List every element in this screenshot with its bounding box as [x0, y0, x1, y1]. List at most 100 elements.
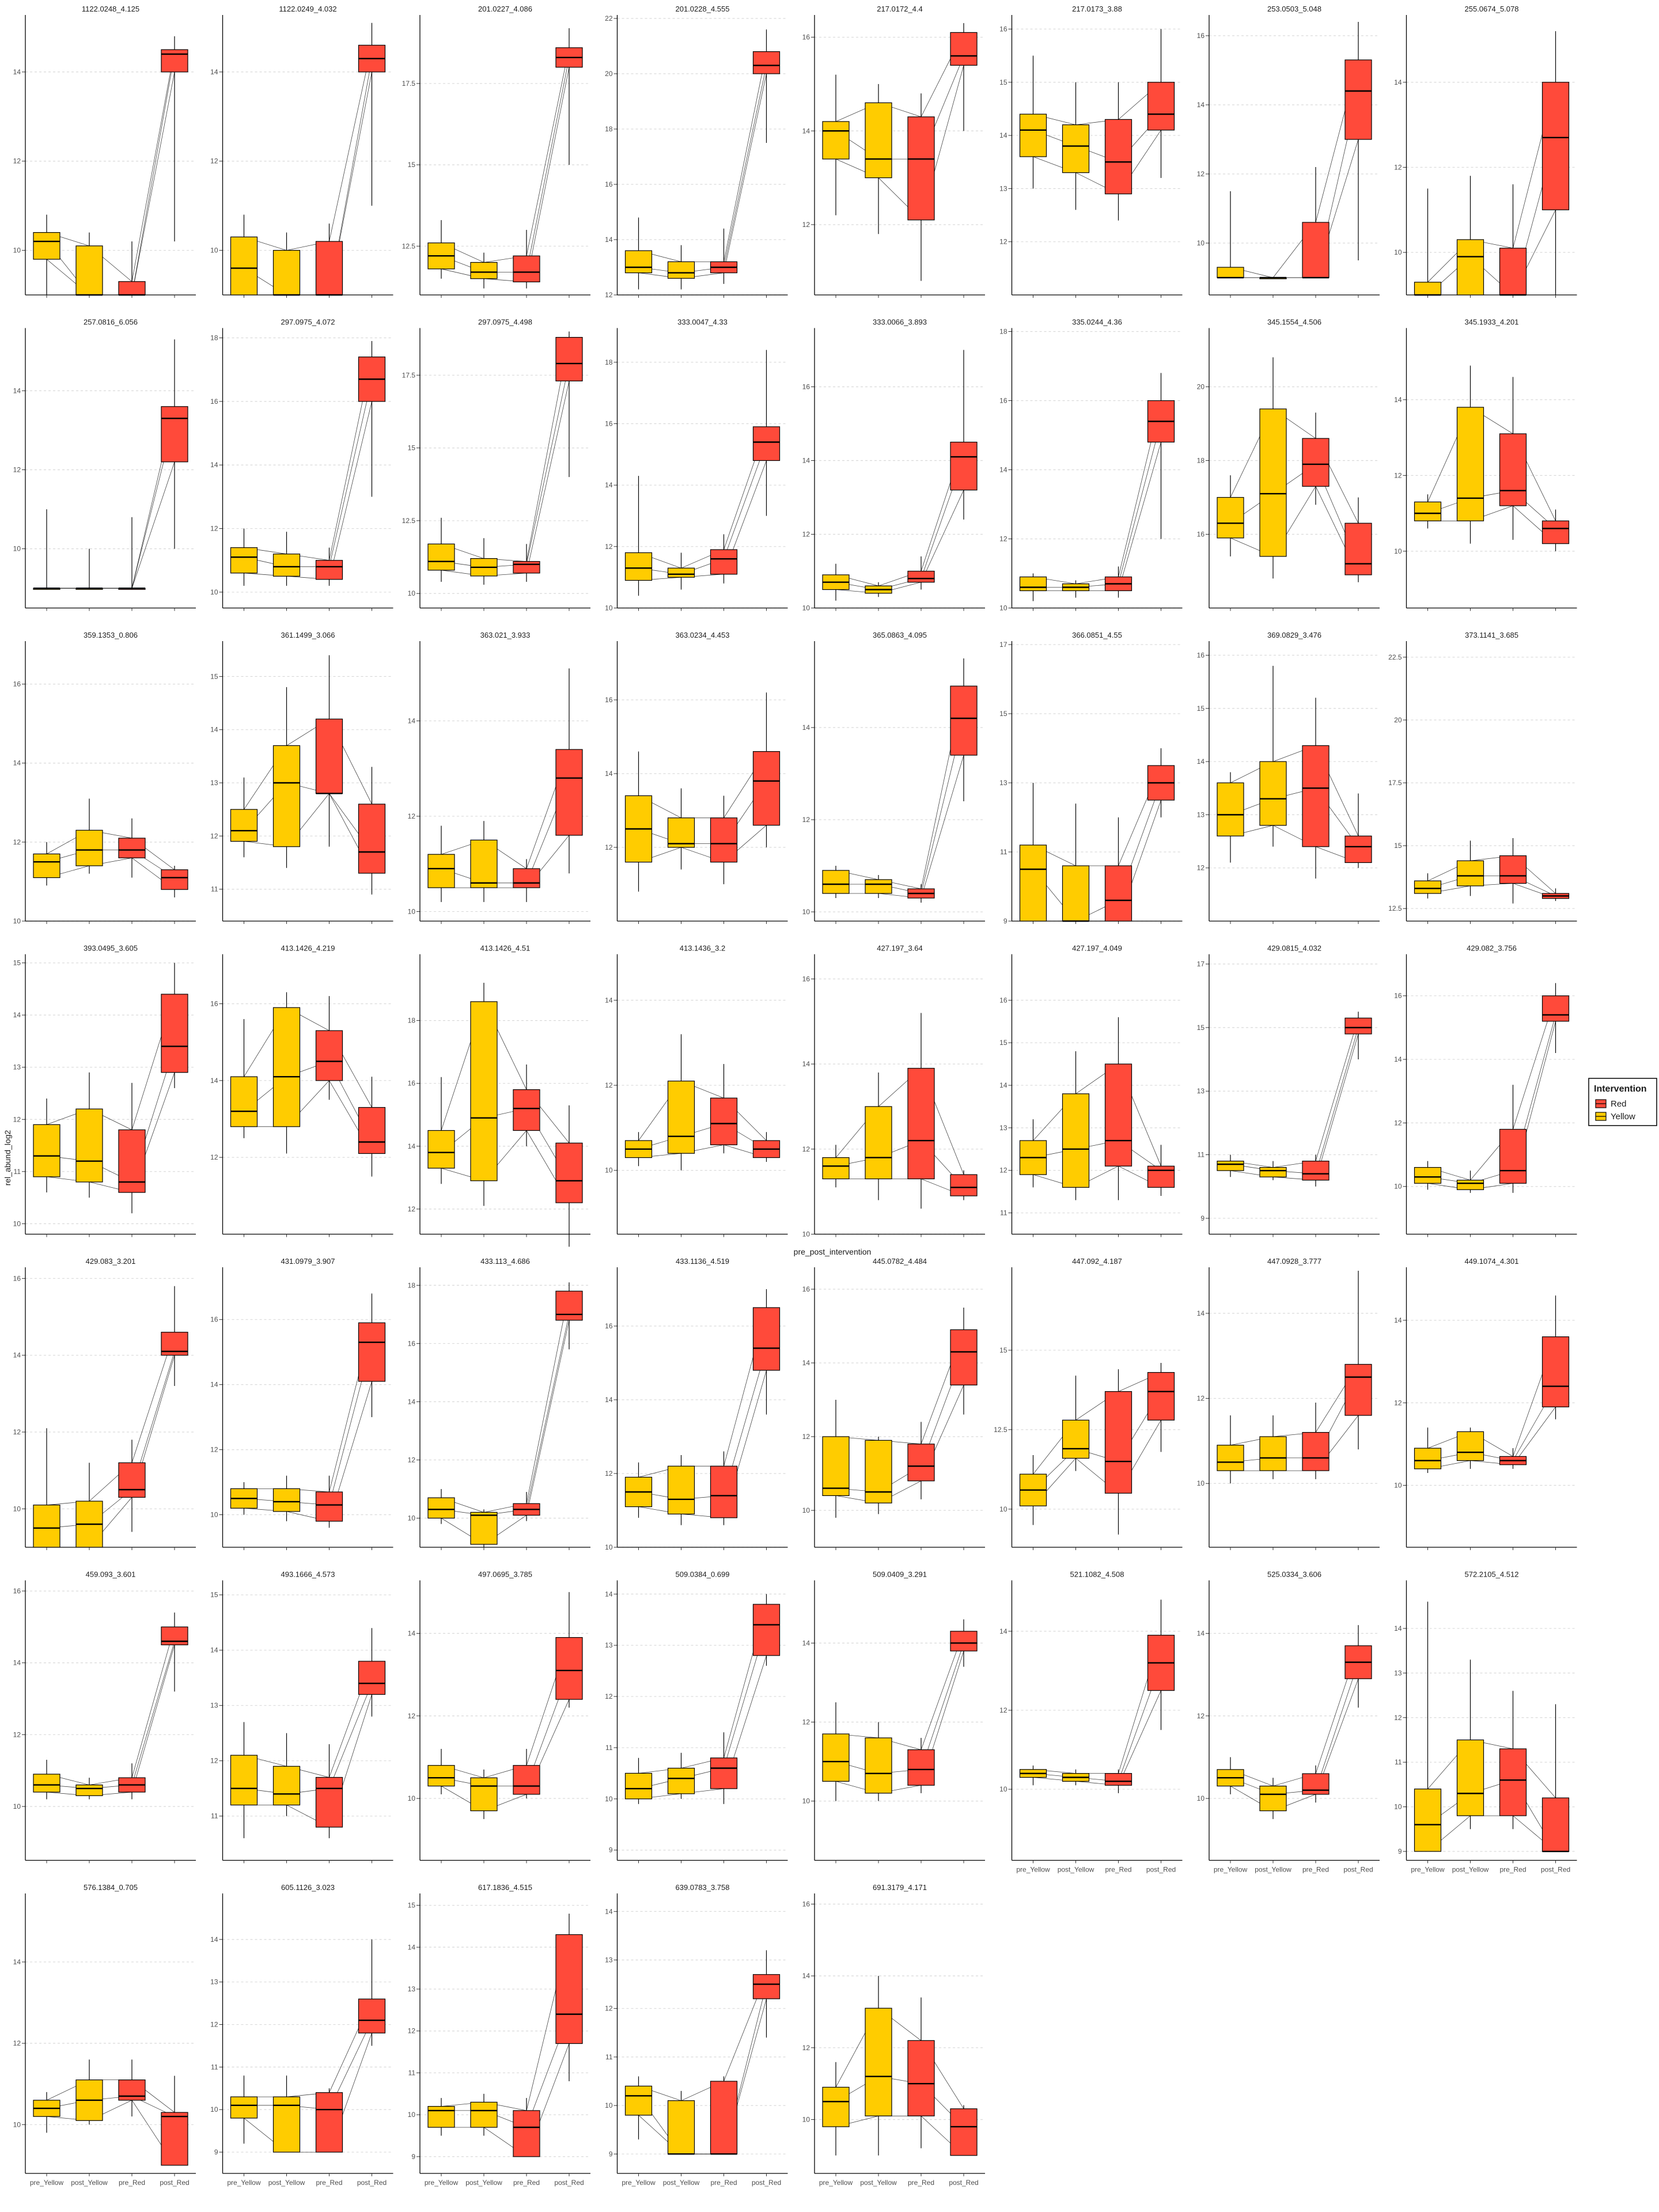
box-post_Red	[1147, 82, 1175, 131]
y-tick-label: 12	[1197, 1712, 1205, 1720]
box-pre_Yellow	[427, 1130, 455, 1169]
box-pre_Yellow	[1019, 576, 1047, 592]
x-tick-label: pre_Yellow	[1411, 1866, 1445, 1874]
box-pre_Red	[710, 2081, 738, 2154]
box-pre_Yellow	[822, 870, 850, 894]
y-tick-label: 14	[408, 1629, 416, 1637]
box-post_Yellow	[75, 1784, 103, 1796]
y-tick-label: 10	[802, 1506, 810, 1514]
x-tick-label: pre_Yellow	[227, 2179, 261, 2187]
box-pre_Red	[118, 838, 146, 858]
subject-line	[441, 1934, 570, 2111]
subject-line	[441, 1291, 570, 1513]
box-post_Yellow	[865, 1440, 892, 1503]
subject-line	[1033, 130, 1161, 195]
box-post_Yellow	[1062, 865, 1090, 922]
box-pre_Yellow	[33, 232, 60, 260]
facet-title: 509.0384_0.699	[676, 1570, 730, 1579]
subject-line	[441, 778, 570, 884]
box-post_Red	[1541, 1336, 1570, 1408]
box-pre_Red	[1104, 1773, 1132, 1786]
box-pre_Red	[1104, 119, 1132, 195]
y-tick-label: 12	[408, 2027, 416, 2035]
y-tick-label: 14	[210, 1381, 218, 1389]
subject-line	[46, 2096, 175, 2117]
subject-line	[244, 1080, 372, 1154]
y-tick-label: 10	[605, 604, 613, 612]
y-tick-label: 10	[802, 1797, 810, 1805]
y-tick-label: 14	[605, 1396, 613, 1404]
box-pre_Yellow	[1217, 267, 1244, 278]
y-tick-label: 12	[210, 157, 218, 165]
subject-line	[835, 2076, 964, 2127]
subject-line	[835, 2115, 964, 2156]
facet-panel: 345.1554_4.506 16 18 20	[1197, 318, 1380, 611]
subject-line	[46, 1641, 175, 1789]
y-tick-label: 10	[1394, 547, 1402, 555]
y-tick-label: 10	[605, 1166, 613, 1175]
y-tick-label: 11	[605, 1744, 613, 1752]
facet-panel: 373.1141_3.685 12.5 15 17.5 20 22.5	[1388, 631, 1577, 924]
y-tick-label: 14	[13, 1351, 21, 1359]
y-tick-label: 17.5	[402, 371, 416, 379]
facet-title: 509.0409_3.291	[873, 1570, 927, 1579]
y-tick-label: 18	[210, 334, 218, 342]
box-post_Yellow	[470, 1512, 498, 1545]
x-tick-label: pre_Yellow	[1214, 1866, 1248, 1874]
facet-panel: 429.082_3.756 10 12 14 16	[1394, 944, 1577, 1237]
facet-panel: 525.0334_3.606 10 12 14 pre_Yellow post_Yello…	[1197, 1570, 1380, 1874]
facet-title: 429.083_3.201	[86, 1257, 136, 1266]
subject-line	[835, 55, 964, 160]
y-tick-label: 10	[408, 1794, 416, 1802]
subject-line	[638, 460, 767, 581]
facet-panel: 447.0928_3.777 10 12 14	[1197, 1257, 1380, 1550]
y-tick-label: 14	[210, 461, 218, 469]
y-tick-label: 10	[408, 1514, 416, 1522]
subject-line	[835, 65, 964, 221]
facet-title: 691.3179_4.171	[873, 1883, 927, 1892]
subject-line	[1033, 1140, 1161, 1171]
y-tick-label: 12	[1394, 1399, 1402, 1407]
box-post_Red	[161, 49, 188, 73]
subject-line	[244, 1999, 372, 2097]
box-pre_Red	[710, 1465, 738, 1518]
y-tick-label: 16	[408, 1339, 416, 1347]
y-tick-label: 15	[408, 1902, 416, 1910]
y-tick-label: 12	[13, 1730, 21, 1738]
facet-panel: 605.1126_3.023 9 10 11 12 13 14 pre_Yellow post_…	[210, 1883, 393, 2187]
subject-line	[1427, 1386, 1556, 1461]
box-pre_Red	[710, 1758, 738, 1789]
subject-line	[638, 1081, 767, 1141]
y-tick-label: 11	[1000, 848, 1007, 856]
subject-line	[1427, 883, 1556, 899]
subject-line	[1230, 464, 1359, 564]
y-tick-label: 12	[999, 1706, 1007, 1714]
subject-line	[46, 857, 175, 890]
subject-line	[1033, 782, 1161, 922]
box-pre_Yellow	[230, 809, 258, 842]
facet-panel: 521.1082_4.508 10 12 14 pre_Yellow post_Yello…	[999, 1570, 1183, 1874]
box-pre_Yellow	[1414, 501, 1442, 521]
y-tick-label: 12	[13, 466, 21, 474]
box-post_Red	[555, 1637, 583, 1700]
y-tick-label: 14	[1394, 1055, 1402, 1063]
y-tick-label: 10	[408, 2111, 416, 2119]
box-post_Red	[358, 1998, 386, 2033]
facet-title: 445.0782_4.484	[873, 1257, 927, 1266]
x-tick-label: post_Red	[554, 2179, 584, 2187]
box-pre_Red	[1104, 1063, 1132, 1166]
y-tick-label: 20	[1394, 716, 1402, 724]
facet-title: 217.0173_3.88	[1072, 5, 1122, 13]
subject-line	[638, 1348, 767, 1500]
facet-title: 459.093_3.601	[86, 1570, 136, 1579]
box-post_Red	[752, 426, 781, 461]
x-tick-label: post_Yellow	[663, 2179, 700, 2187]
y-tick-label: 12	[802, 1145, 810, 1153]
subject-line	[441, 57, 570, 272]
y-tick-label: 12	[605, 543, 613, 551]
box-pre_Red	[907, 570, 935, 583]
y-tick-label: 12	[408, 1456, 416, 1464]
subject-line	[1033, 1391, 1161, 1490]
box-pre_Yellow	[1414, 1789, 1442, 1852]
facet-title: 413.1426_4.219	[281, 944, 335, 953]
